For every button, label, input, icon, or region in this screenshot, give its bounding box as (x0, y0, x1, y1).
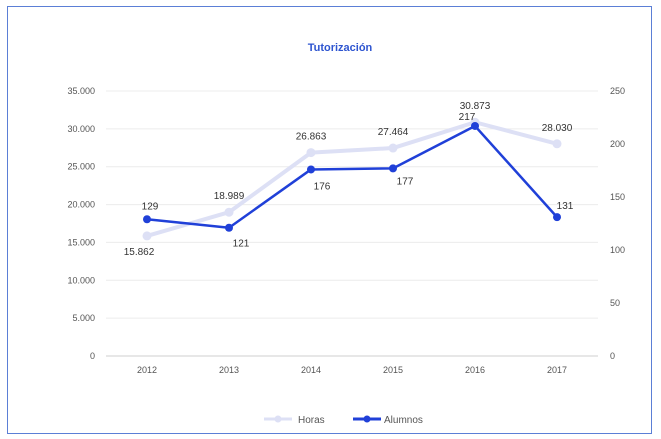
point-alumnos[interactable] (307, 165, 315, 174)
right-axis-ticks: 0 50 100 150 200 250 (610, 86, 625, 361)
line-chart: Tutorización 0 5.000 10.000 15.000 20.000 25.… (67, 42, 625, 426)
data-label-horas: 18.989 (214, 191, 245, 202)
left-tick-label: 25.000 (67, 162, 95, 172)
legend-item-horas[interactable]: Horas (264, 415, 325, 426)
series-line-horas (146, 120, 558, 238)
right-tick-label: 50 (610, 298, 620, 308)
data-label-alumnos: 129 (142, 201, 159, 212)
data-label-alumnos: 176 (314, 181, 331, 192)
right-tick-label: 200 (610, 139, 625, 149)
legend-label-alumnos: Alumnos (384, 415, 423, 426)
right-tick-label: 250 (610, 86, 625, 96)
chart-title: Tutorización (308, 42, 373, 54)
right-tick-label: 150 (610, 192, 625, 202)
x-tick-label: 2015 (383, 365, 403, 375)
data-label-horas: 26.863 (296, 132, 327, 143)
data-label-alumnos: 217 (459, 112, 476, 123)
left-tick-label: 15.000 (67, 237, 95, 247)
legend-marker-alumnos (363, 415, 371, 423)
point-alumnos[interactable] (553, 213, 561, 222)
x-tick-label: 2014 (301, 365, 321, 375)
point-horas[interactable] (552, 139, 562, 149)
point-alumnos[interactable] (225, 223, 233, 232)
x-tick-label: 2016 (465, 365, 485, 375)
data-label-alumnos: 177 (397, 176, 414, 187)
right-tick-label: 0 (610, 351, 615, 361)
data-label-alumnos: 121 (233, 239, 250, 250)
legend-label-horas: Horas (298, 415, 325, 426)
left-tick-label: 0 (90, 351, 95, 361)
series-layer (142, 117, 562, 241)
left-tick-label: 5.000 (72, 313, 95, 323)
right-tick-label: 100 (610, 245, 625, 255)
grid-lines (106, 90, 598, 357)
legend[interactable]: Horas Alumnos (264, 415, 423, 426)
legend-marker-horas (274, 415, 282, 423)
data-label-horas: 15.862 (124, 247, 155, 258)
left-axis-ticks: 0 5.000 10.000 15.000 20.000 25.000 30.000 35.0… (67, 86, 95, 361)
data-label-horas: 28.030 (542, 123, 573, 134)
data-label-horas: 27.464 (378, 127, 409, 138)
point-horas[interactable] (306, 148, 316, 158)
x-tick-label: 2012 (137, 365, 157, 375)
left-tick-label: 10.000 (67, 275, 95, 285)
point-horas[interactable] (142, 231, 152, 241)
point-alumnos[interactable] (143, 215, 151, 224)
left-tick-label: 35.000 (67, 86, 95, 96)
point-horas[interactable] (388, 143, 398, 153)
series-line-alumnos (146, 124, 558, 229)
point-horas[interactable] (224, 207, 234, 217)
point-alumnos[interactable] (471, 121, 479, 130)
point-alumnos[interactable] (389, 164, 397, 173)
chart-frame: Tutorización 0 5.000 10.000 15.000 20.000 25.… (7, 6, 652, 434)
legend-item-alumnos[interactable]: Alumnos (353, 415, 423, 426)
data-label-alumnos: 131 (557, 201, 574, 212)
data-label-horas: 30.873 (460, 101, 491, 112)
x-tick-label: 2017 (547, 365, 567, 375)
x-tick-label: 2013 (219, 365, 239, 375)
data-labels: 15.862 18.989 26.863 27.464 30.873 28.030 129 1… (124, 101, 574, 258)
left-tick-label: 20.000 (67, 200, 95, 210)
left-tick-label: 30.000 (67, 124, 95, 134)
x-axis-ticks: 2012 2013 2014 2015 2016 2017 (137, 365, 567, 375)
